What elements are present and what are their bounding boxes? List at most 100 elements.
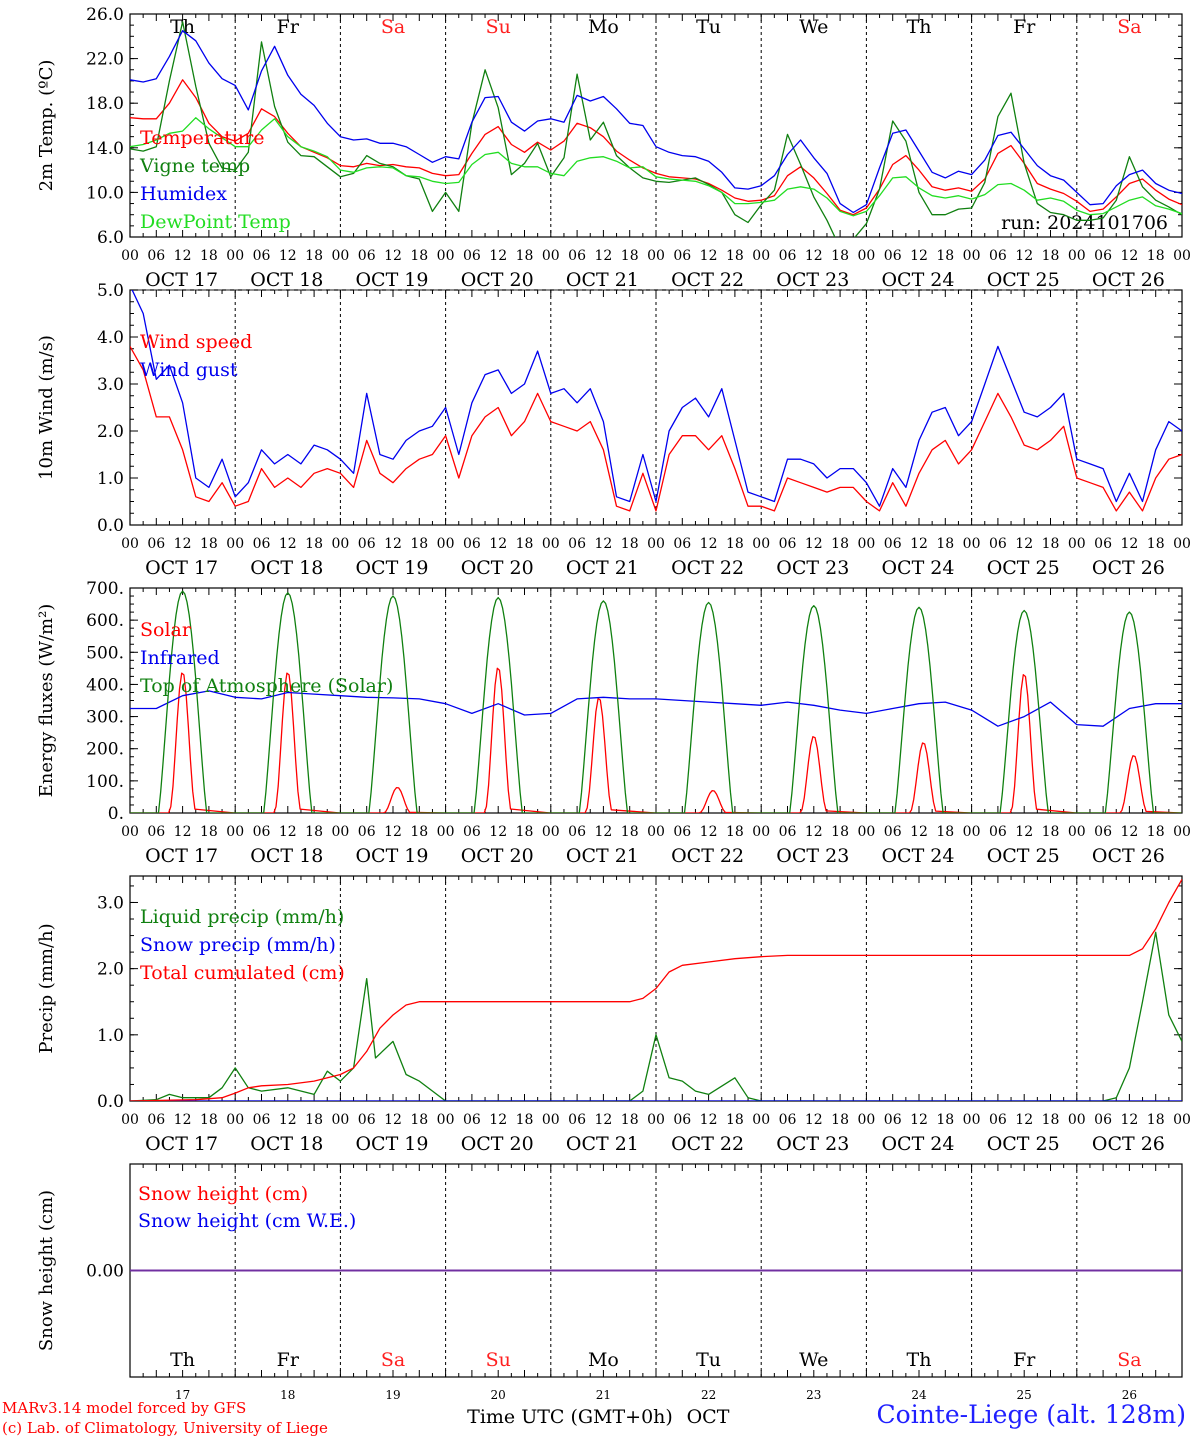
temperature-hour-label: 12	[910, 248, 928, 264]
weekday-label-bottom: Sa	[1117, 1349, 1141, 1371]
wind-hour-label: 00	[647, 536, 665, 552]
temperature-date-label: OCT 23	[776, 269, 849, 291]
wind-legend-wind-gust: Wind gust	[140, 359, 238, 381]
wind-hour-label: 12	[174, 536, 192, 552]
precip-hour-label: 00	[226, 1112, 244, 1128]
weekday-label-top: Fr	[277, 16, 300, 38]
precip-hour-label: 06	[989, 1112, 1007, 1128]
temperature-legend-humidex: Humidex	[140, 183, 227, 205]
temperature-y-axis-label: 2m Temp. (ºC)	[36, 60, 57, 192]
precip-hour-label: 06	[253, 1112, 271, 1128]
wind-date-label: OCT 23	[776, 557, 849, 579]
weekday-label-top: Th	[907, 16, 932, 38]
energy-hour-label: 06	[147, 824, 165, 840]
energy-hour-label: 18	[1042, 824, 1060, 840]
temperature-hour-label: 12	[384, 248, 402, 264]
wind-hour-label: 18	[410, 536, 428, 552]
energy-hour-label: 00	[542, 824, 560, 840]
precip-y-tick-label: 1.0	[97, 1026, 124, 1046]
temperature-hour-label: 06	[673, 248, 691, 264]
energy-y-tick-label: 200.	[86, 740, 124, 760]
temperature-date-label: OCT 21	[566, 269, 639, 291]
precip-hour-label: 18	[726, 1112, 744, 1128]
temperature-hour-label: 18	[1042, 248, 1060, 264]
energy-hour-label: 06	[989, 824, 1007, 840]
precip-hour-label: 18	[621, 1112, 639, 1128]
temperature-hour-label: 00	[963, 248, 981, 264]
energy-y-tick-label: 500.	[86, 643, 124, 663]
energy-hour-label: 00	[857, 824, 875, 840]
day-number-label: 21	[596, 1388, 611, 1402]
wind-hour-label: 12	[1015, 536, 1033, 552]
energy-date-label: OCT 23	[776, 845, 849, 867]
energy-y-tick-label: 700.	[86, 579, 124, 599]
temperature-hour-label: 18	[516, 248, 534, 264]
temperature-hour-label: 12	[594, 248, 612, 264]
precip-date-label: OCT 21	[566, 1133, 639, 1155]
weekday-label-top: Sa	[1117, 16, 1141, 38]
wind-hour-label: 06	[673, 536, 691, 552]
wind-hour-label: 00	[752, 536, 770, 552]
energy-hour-label: 06	[253, 824, 271, 840]
temperature-y-tick-label: 26.0	[86, 5, 124, 25]
energy-hour-label: 06	[568, 824, 586, 840]
snow-legend-snow-height-cm-w-e-: Snow height (cm W.E.)	[138, 1210, 356, 1232]
temperature-hour-label: 18	[200, 248, 218, 264]
precip-hour-label: 18	[831, 1112, 849, 1128]
temperature-y-tick-label: 18.0	[86, 94, 124, 114]
precip-hour-label: 18	[516, 1112, 534, 1128]
wind-hour-label: 06	[358, 536, 376, 552]
energy-hour-label: 18	[410, 824, 428, 840]
temperature-date-label: OCT 19	[355, 269, 428, 291]
wind-hour-label: 12	[1120, 536, 1138, 552]
wind-hour-label: 00	[963, 536, 981, 552]
temperature-hour-label: 00	[1173, 248, 1191, 264]
wind-date-label: OCT 25	[987, 557, 1060, 579]
precip-hour-label: 06	[463, 1112, 481, 1128]
wind-hour-label: 18	[516, 536, 534, 552]
day-number-label: 24	[911, 1388, 927, 1402]
precip-date-label: OCT 25	[987, 1133, 1060, 1155]
energy-hour-label: 00	[963, 824, 981, 840]
temperature-y-tick-label: 6.0	[97, 228, 124, 248]
weekday-label-top: Mo	[588, 16, 619, 38]
temperature-hour-label: 00	[331, 248, 349, 264]
wind-hour-label: 18	[936, 536, 954, 552]
temperature-hour-label: 00	[1068, 248, 1086, 264]
precip-hour-label: 12	[384, 1112, 402, 1128]
temperature-hour-label: 00	[752, 248, 770, 264]
precip-legend-snow-precip-mm-h-: Snow precip (mm/h)	[140, 934, 336, 956]
snow-y-axis-label: Snow height (cm)	[36, 1190, 57, 1351]
precip-date-label: OCT 23	[776, 1133, 849, 1155]
temperature-hour-label: 00	[857, 248, 875, 264]
energy-frame	[129, 587, 1183, 814]
wind-date-label: OCT 24	[881, 557, 954, 579]
wind-date-label: OCT 18	[250, 557, 323, 579]
temperature-hour-label: 06	[253, 248, 271, 264]
temperature-hour-label: 12	[805, 248, 823, 264]
wind-series-wind-gust	[131, 290, 1182, 507]
precip-legend-liquid-precip-mm-h-: Liquid precip (mm/h)	[140, 906, 344, 928]
precip-hour-label: 00	[331, 1112, 349, 1128]
precip-hour-label: 18	[936, 1112, 954, 1128]
temperature-hour-label: 00	[437, 248, 455, 264]
wind-hour-label: 12	[594, 536, 612, 552]
energy-legend-infrared: Infrared	[140, 647, 220, 669]
precip-hour-label: 06	[779, 1112, 797, 1128]
precip-hour-label: 12	[805, 1112, 823, 1128]
temperature-hour-label: 12	[279, 248, 297, 264]
energy-y-axis-label: Energy fluxes (W/m²)	[36, 604, 57, 798]
wind-series-wind-speed	[130, 346, 1182, 512]
wind-hour-label: 00	[1068, 536, 1086, 552]
wind-series-group	[130, 290, 1182, 512]
temperature-hour-label: 12	[1120, 248, 1138, 264]
energy-hour-label: 18	[621, 824, 639, 840]
temperature-date-label: OCT 22	[671, 269, 744, 291]
wind-date-label: OCT 22	[671, 557, 744, 579]
wind-hour-label: 12	[805, 536, 823, 552]
wind-hour-label: 18	[1147, 536, 1165, 552]
weekday-label-bottom: Sa	[381, 1349, 405, 1371]
weekday-label-top: Sa	[381, 16, 405, 38]
wind-date-label: OCT 26	[1092, 557, 1165, 579]
